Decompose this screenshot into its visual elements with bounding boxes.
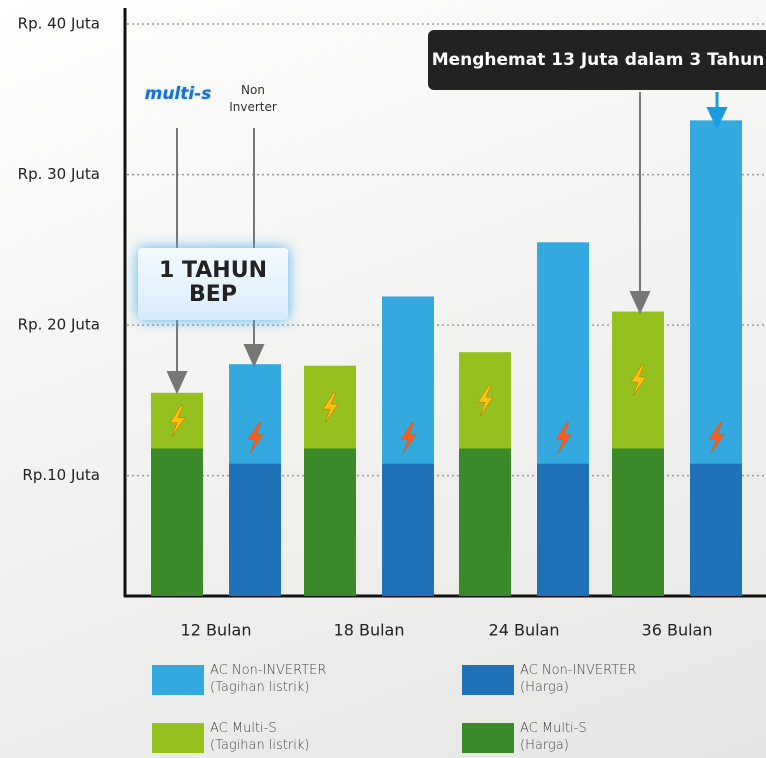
label: Non Inverter [229,83,277,114]
legend-label: AC Non-INVERTER (Harga) [520,663,637,695]
x-tick-label: 24 Bulan [489,621,560,640]
bar-segment [151,448,203,596]
bep-badge: 1 TAHUN BEP [138,248,288,320]
legend-swatch [462,723,514,753]
bolt-icon [400,422,417,454]
y-tick-label: Rp.10 Juta [22,466,100,484]
bar-segment [229,463,281,596]
x-tick-label: 18 Bulan [334,621,405,640]
logo: multi-s [144,84,212,104]
bar-segment [537,242,589,464]
legend-label: AC Multi-S (Harga) [520,721,587,753]
bar-segment [690,463,742,596]
legend-swatch [152,723,204,753]
bolt-icon [555,422,572,454]
legend-swatch [462,665,514,695]
bolt-icon [322,391,339,424]
bar-segment [537,463,589,596]
bolt-icon [708,422,725,454]
x-tick-label: 36 Bulan [642,621,713,640]
bolt-icon [169,405,186,437]
legend-swatch [152,665,204,695]
legend-label: AC Non-INVERTER (Tagihan listrik) [210,663,327,695]
bar-segment [690,120,742,464]
y-tick-label: Rp. 20 Juta [18,316,100,334]
bar-segment [382,463,434,596]
bolt-icon [247,422,264,454]
bolt-icon [630,364,647,397]
bolt-icon [477,385,494,417]
x-tick-label: 12 Bulan [181,621,252,640]
y-tick-label: Rp. 40 Juta [18,15,100,33]
bar-segment [459,448,511,596]
legend-label: AC Multi-S (Tagihan listrik) [210,721,310,753]
savings-badge: Menghemat 13 Juta dalam 3 Tahun [428,30,766,90]
bar-segment [229,364,281,464]
bar-segment [612,448,664,596]
y-tick-label: Rp. 30 Juta [18,165,100,183]
bar-segment [304,448,356,596]
